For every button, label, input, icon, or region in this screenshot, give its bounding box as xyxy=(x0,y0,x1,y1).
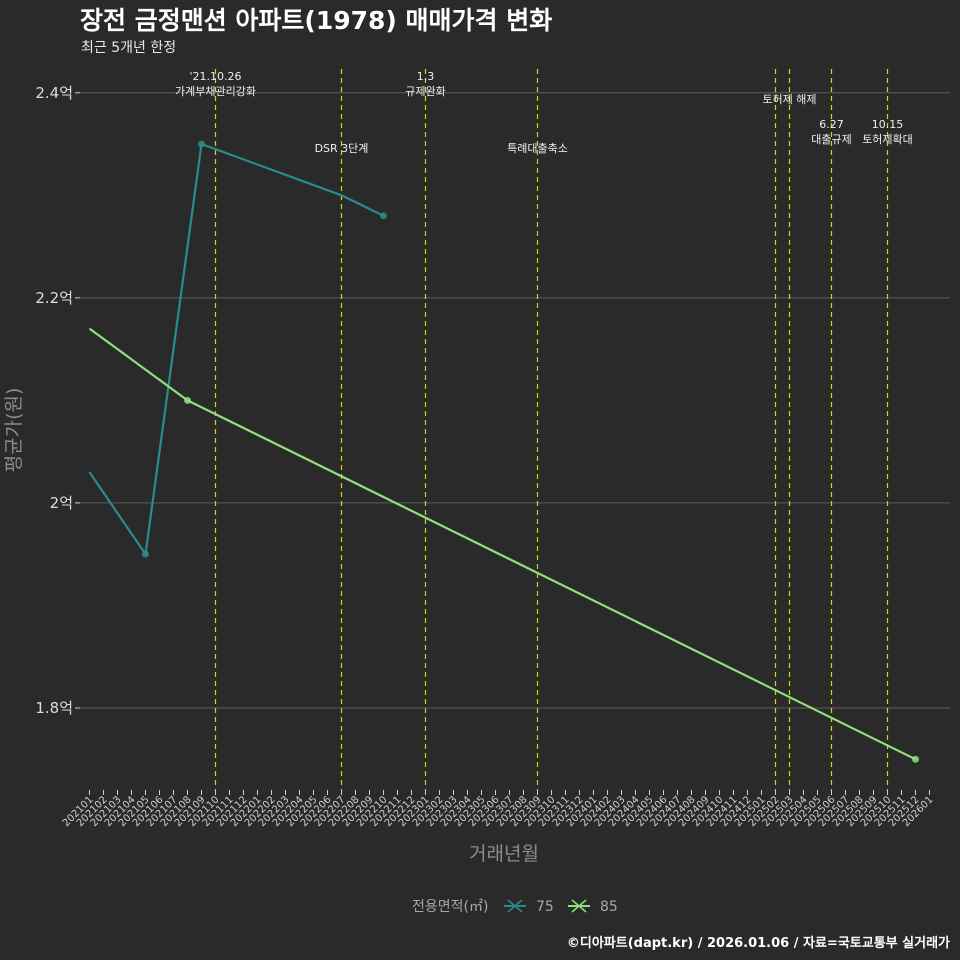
x-axis-ticks: 2021012021022021032021042021052021062021… xyxy=(61,790,936,829)
data-series xyxy=(88,140,919,763)
event-label-7-1: 토허제확대 xyxy=(862,133,913,146)
legend-key-cross-b-75 xyxy=(507,899,523,913)
event-label-2-0: 1.3 xyxy=(417,70,435,83)
event-label-1-0: DSR 3단계 xyxy=(315,142,369,155)
chart-title: 장전 금정맨션 아파트(1978) 매매가격 변화 xyxy=(80,6,552,35)
event-label-6-1: 대출규제 xyxy=(811,133,851,146)
grid-lines xyxy=(80,92,950,709)
series-point-75-2 xyxy=(198,140,205,148)
event-label-7-0: 10.15 xyxy=(872,118,904,131)
event-label-0-0: '21.10.26 xyxy=(189,70,241,83)
y-tick-label-1: 2억 xyxy=(50,494,73,512)
event-label-5-0: 토허제 해제 xyxy=(762,92,816,106)
event-lines xyxy=(214,69,889,790)
y-tick-label-2: 2.2억 xyxy=(35,289,73,307)
y-tick-label-3: 2.4억 xyxy=(35,84,73,102)
chart-subtitle: 최근 5개년 한정 xyxy=(81,40,176,56)
legend: 전용면적(㎡) 75 85 xyxy=(412,899,618,915)
series-point-85-1 xyxy=(184,396,191,404)
chart-caption: ©디아파트(dapt.kr) / 2026.01.06 / 자료=국토교통부 실… xyxy=(567,935,950,951)
y-tick-label-0: 1.8억 xyxy=(35,699,73,717)
legend-label-85: 85 xyxy=(600,899,618,915)
event-label-0-1: 가계부채관리강화 xyxy=(175,85,256,98)
legend-label-75: 75 xyxy=(536,899,554,915)
series-line-85 xyxy=(88,327,916,761)
legend-title: 전용면적(㎡) xyxy=(412,899,488,915)
event-label-2-1: 규제완화 xyxy=(405,85,445,98)
event-label-6-0: 6.27 xyxy=(819,118,844,131)
legend-key-cross-b-85 xyxy=(571,899,587,913)
y-axis-title: 평균가(원) xyxy=(3,388,25,473)
series-point-75-1 xyxy=(142,550,149,558)
y-axis-ticks: 1.8억 2억 2.2억 2.4억 xyxy=(35,84,80,717)
series-point-75-4 xyxy=(380,212,387,220)
series-point-85-2 xyxy=(912,755,919,763)
event-label-3-0: 특례대출축소 xyxy=(507,142,568,155)
x-axis-title: 거래년월 xyxy=(469,843,539,865)
series-line-75 xyxy=(88,142,384,556)
